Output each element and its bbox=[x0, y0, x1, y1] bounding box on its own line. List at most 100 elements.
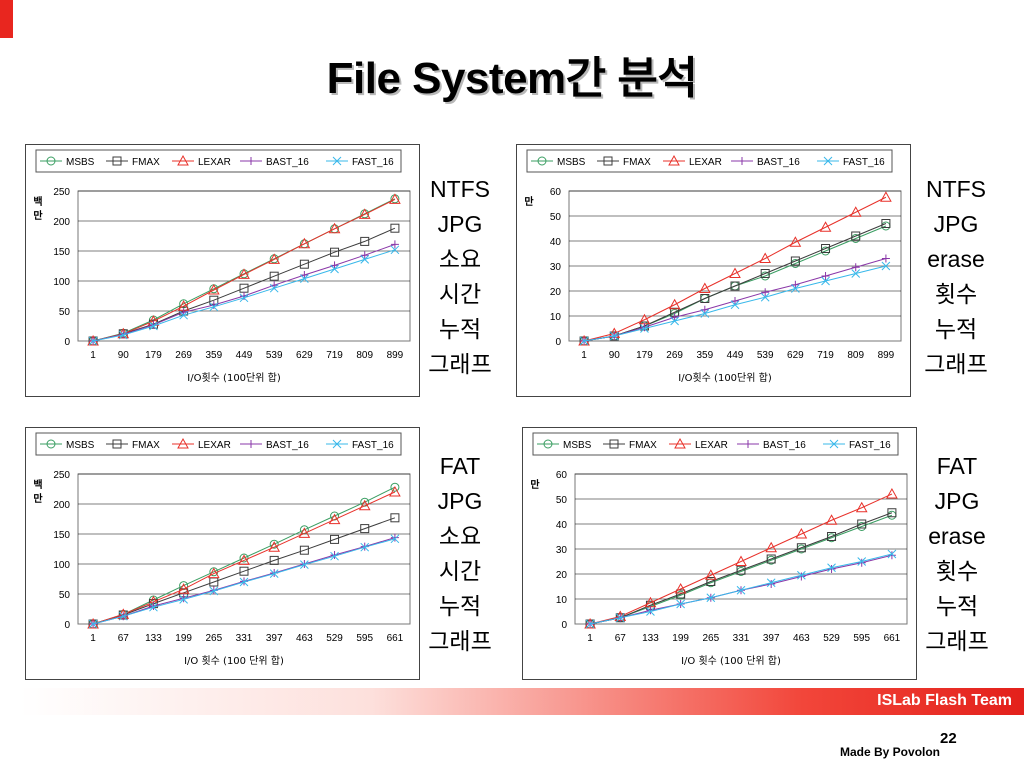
data-point bbox=[240, 292, 248, 300]
legend-marker bbox=[823, 156, 833, 166]
data-point bbox=[851, 269, 861, 278]
y-tick-label: 20 bbox=[550, 287, 562, 298]
data-point bbox=[700, 294, 710, 303]
legend: MSBS FMAX LEXAR BAST_16 FAST_16 bbox=[526, 149, 893, 173]
legend: MSBS FMAX LEXAR BAST_16 FAST_16 bbox=[35, 432, 402, 456]
data-point bbox=[299, 259, 309, 269]
caption-line: JPG bbox=[437, 211, 483, 237]
y-tick-label: 10 bbox=[550, 312, 562, 323]
x-tick-label: 899 bbox=[387, 350, 404, 361]
data-point bbox=[177, 583, 190, 594]
x-tick-label: 67 bbox=[615, 633, 627, 644]
caption-line: JPG bbox=[934, 488, 980, 514]
data-point bbox=[765, 541, 778, 553]
data-point bbox=[766, 578, 776, 588]
data-point bbox=[706, 577, 716, 586]
legend-entry: LEXAR bbox=[198, 157, 231, 168]
x-tick-label: 899 bbox=[878, 350, 895, 361]
series-fast-16 bbox=[88, 245, 400, 346]
x-tick-label: 269 bbox=[175, 350, 192, 361]
data-point bbox=[676, 589, 686, 599]
x-tick-label: 90 bbox=[609, 350, 621, 361]
y-tick-label: 100 bbox=[53, 277, 70, 288]
chart-fat-time: 0 50 100 150 200 250 1 67 133 199 265 331 397 463 529 5… bbox=[25, 427, 420, 680]
legend-marker bbox=[738, 157, 746, 165]
data-point bbox=[668, 298, 681, 310]
slide-title: File System간 분석 bbox=[326, 54, 698, 103]
data-point bbox=[730, 281, 740, 291]
x-tick-label: 359 bbox=[696, 350, 713, 361]
series-line bbox=[92, 486, 396, 625]
y-tick-label: 150 bbox=[53, 247, 70, 258]
data-point bbox=[857, 519, 867, 529]
x-tick-label: 719 bbox=[817, 350, 834, 361]
legend-marker bbox=[112, 156, 122, 166]
data-point bbox=[736, 565, 746, 575]
x-tick-label: 463 bbox=[793, 633, 810, 644]
data-point bbox=[821, 272, 830, 280]
x-tick-label: 199 bbox=[672, 633, 689, 644]
legend-marker bbox=[177, 154, 189, 166]
data-point bbox=[358, 499, 371, 511]
footer-brand: ISLab Flash Team bbox=[877, 692, 1012, 709]
legend-entry: FAST_16 bbox=[352, 157, 394, 168]
data-point bbox=[298, 237, 311, 249]
data-point bbox=[761, 288, 770, 297]
x-tick-label: 269 bbox=[666, 350, 683, 361]
legend-entry: LEXAR bbox=[695, 440, 728, 451]
legend-entry: FAST_16 bbox=[843, 157, 885, 168]
data-point bbox=[791, 280, 800, 289]
x-axis-label: I/O 횟수 (100 단위 합) bbox=[184, 654, 284, 667]
y-tick-label: 50 bbox=[550, 212, 562, 223]
data-point bbox=[268, 541, 281, 552]
y-axis-label: 백 bbox=[33, 195, 42, 208]
caption-line: 횟수 bbox=[934, 281, 978, 307]
footer-band bbox=[20, 688, 1024, 715]
data-point bbox=[239, 566, 249, 576]
caption-line: 누적 bbox=[438, 316, 482, 342]
legend-marker bbox=[46, 439, 56, 449]
y-tick-label: 60 bbox=[550, 187, 562, 198]
caption-line: 그래프 bbox=[428, 351, 492, 377]
x-tick-label: 661 bbox=[884, 633, 901, 644]
data-point bbox=[330, 261, 339, 270]
y-tick-label: 50 bbox=[59, 307, 71, 318]
data-point bbox=[766, 554, 776, 564]
x-tick-label: 661 bbox=[387, 633, 404, 644]
x-axis-label: I/O횟수 (100단위 합) bbox=[187, 371, 281, 384]
series-bast-16 bbox=[580, 254, 890, 345]
legend-entry: FMAX bbox=[132, 440, 160, 451]
y-tick-label: 250 bbox=[53, 187, 70, 198]
y-tick-label: 200 bbox=[53, 500, 70, 511]
caption-line: 누적 bbox=[935, 593, 979, 619]
y-tick-label: 50 bbox=[556, 495, 568, 506]
y-tick-label: 0 bbox=[64, 620, 70, 631]
data-point bbox=[730, 300, 740, 310]
caption-fat-time: FAT JPG 소요 시간 누적 그래프 bbox=[420, 449, 500, 659]
data-point bbox=[887, 508, 897, 518]
data-point bbox=[179, 310, 188, 320]
data-point bbox=[797, 570, 806, 580]
legend: MSBS FMAX LEXAR BAST_16 FAST_16 bbox=[532, 432, 899, 456]
accent-tab bbox=[0, 0, 13, 38]
legend-entry: FMAX bbox=[629, 440, 657, 451]
data-point bbox=[390, 533, 399, 542]
legend-marker bbox=[537, 156, 547, 166]
x-tick-label: 331 bbox=[236, 633, 253, 644]
data-point bbox=[640, 323, 649, 332]
legend-entry: FAST_16 bbox=[849, 440, 891, 451]
data-point bbox=[330, 534, 340, 544]
y-tick-label: 30 bbox=[550, 262, 562, 273]
data-point bbox=[207, 283, 220, 295]
data-point bbox=[646, 606, 655, 615]
data-point bbox=[390, 534, 400, 544]
y-axis-label: 만 bbox=[530, 478, 540, 491]
data-point bbox=[796, 543, 806, 553]
legend-marker bbox=[332, 439, 342, 449]
data-point bbox=[269, 271, 279, 281]
data-point bbox=[881, 261, 891, 271]
data-point bbox=[88, 619, 98, 629]
caption-line: NTFS bbox=[429, 176, 491, 202]
data-point bbox=[676, 599, 685, 609]
x-axis-label: I/O횟수 (100단위 합) bbox=[678, 371, 772, 384]
